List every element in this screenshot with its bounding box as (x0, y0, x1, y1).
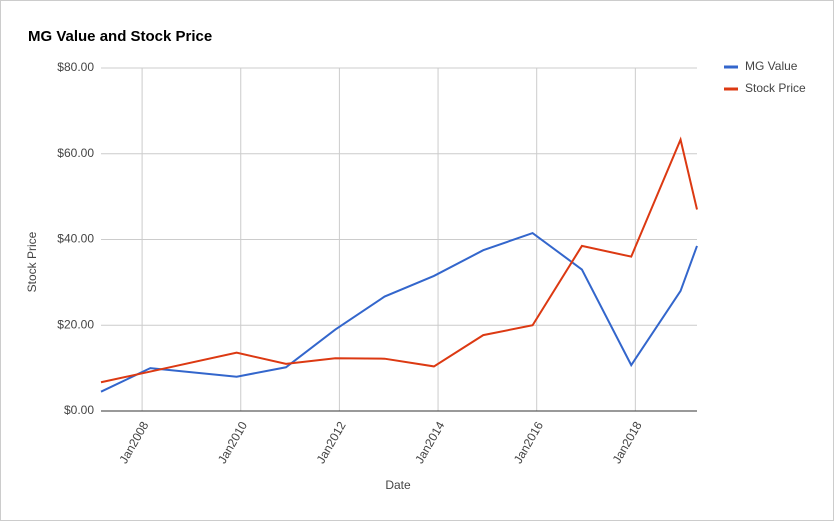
series-line (100, 231, 698, 393)
y-tick-label: $80.00 (57, 60, 94, 74)
legend-label: MG Value (745, 59, 798, 73)
chart-title: MG Value and Stock Price (28, 28, 212, 45)
x-axis-title: Date (385, 478, 411, 492)
legend-label: Stock Price (745, 81, 806, 95)
y-axis-title: Stock Price (25, 231, 39, 292)
y-tick-label: $60.00 (57, 146, 94, 160)
y-tick-label: $40.00 (57, 232, 94, 246)
y-tick-label: $0.00 (64, 403, 94, 417)
series-line (100, 136, 698, 384)
y-tick-label: $20.00 (57, 317, 94, 331)
